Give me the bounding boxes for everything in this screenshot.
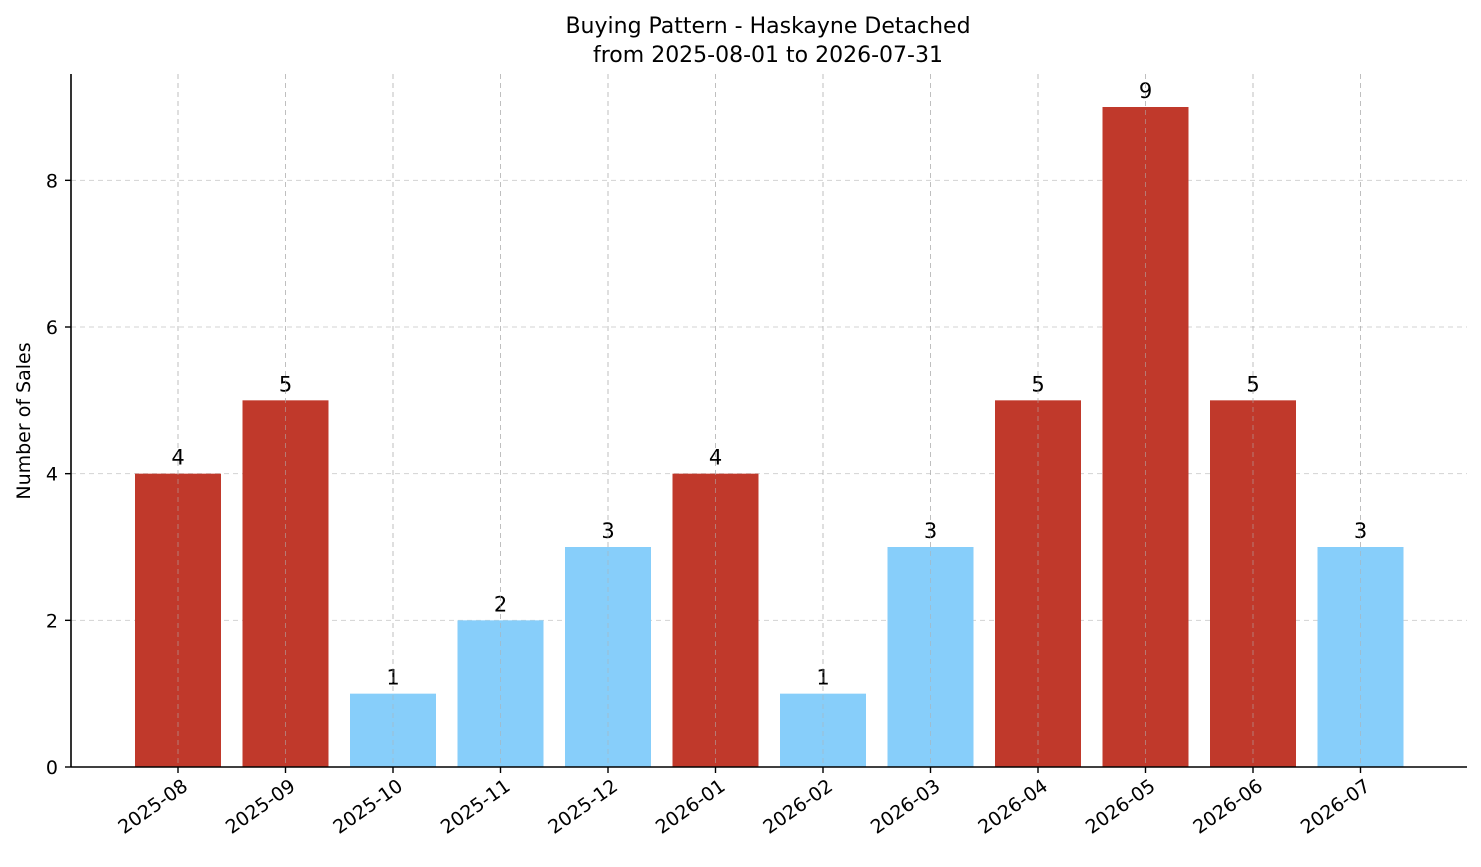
bar-2025-08 bbox=[135, 473, 221, 767]
x-tick-label: 2026-02 bbox=[759, 775, 837, 839]
bar-2026-01 bbox=[672, 473, 759, 767]
y-axis-label: Number of Sales bbox=[13, 342, 35, 499]
x-tick-label: 2026-01 bbox=[652, 775, 730, 839]
x-tick-label: 2026-03 bbox=[867, 775, 945, 839]
bar-2026-07 bbox=[1317, 547, 1404, 767]
axes-layer bbox=[70, 74, 1467, 768]
x-tick-label: 2025-10 bbox=[329, 775, 407, 839]
x-tick-label: 2025-12 bbox=[544, 775, 622, 839]
bar-value-label: 3 bbox=[924, 519, 937, 543]
y-tick-label: 8 bbox=[46, 170, 58, 192]
x-tick-label: 2025-09 bbox=[222, 775, 300, 839]
bar-value-label: 3 bbox=[1354, 519, 1367, 543]
bar-value-label: 9 bbox=[1139, 79, 1152, 103]
y-tick-label: 4 bbox=[46, 464, 58, 486]
x-tick-label: 2025-11 bbox=[437, 775, 515, 839]
bar-value-label: 4 bbox=[709, 446, 722, 470]
bar-value-label: 4 bbox=[171, 446, 184, 470]
x-tick-label: 2026-07 bbox=[1297, 775, 1375, 839]
x-tick-label: 2026-06 bbox=[1189, 775, 1267, 839]
bar-value-label: 3 bbox=[601, 519, 614, 543]
chart-subtitle: from 2025-08-01 to 2026-07-31 bbox=[593, 43, 943, 68]
y-tick-label: 2 bbox=[46, 610, 58, 632]
x-tick-label: 2026-05 bbox=[1082, 775, 1160, 839]
bar-2026-03 bbox=[887, 547, 974, 767]
bar-2025-12 bbox=[565, 547, 651, 767]
y-tick-label: 6 bbox=[46, 317, 58, 339]
x-tick-label: 2026-04 bbox=[974, 775, 1052, 839]
x-tick-label: 2025-08 bbox=[114, 775, 192, 839]
y-tick-label: 0 bbox=[46, 757, 58, 779]
chart-title: Buying Pattern - Haskayne Detached bbox=[565, 14, 970, 39]
bars-layer bbox=[135, 107, 1404, 767]
bar-value-label: 2 bbox=[494, 592, 507, 616]
